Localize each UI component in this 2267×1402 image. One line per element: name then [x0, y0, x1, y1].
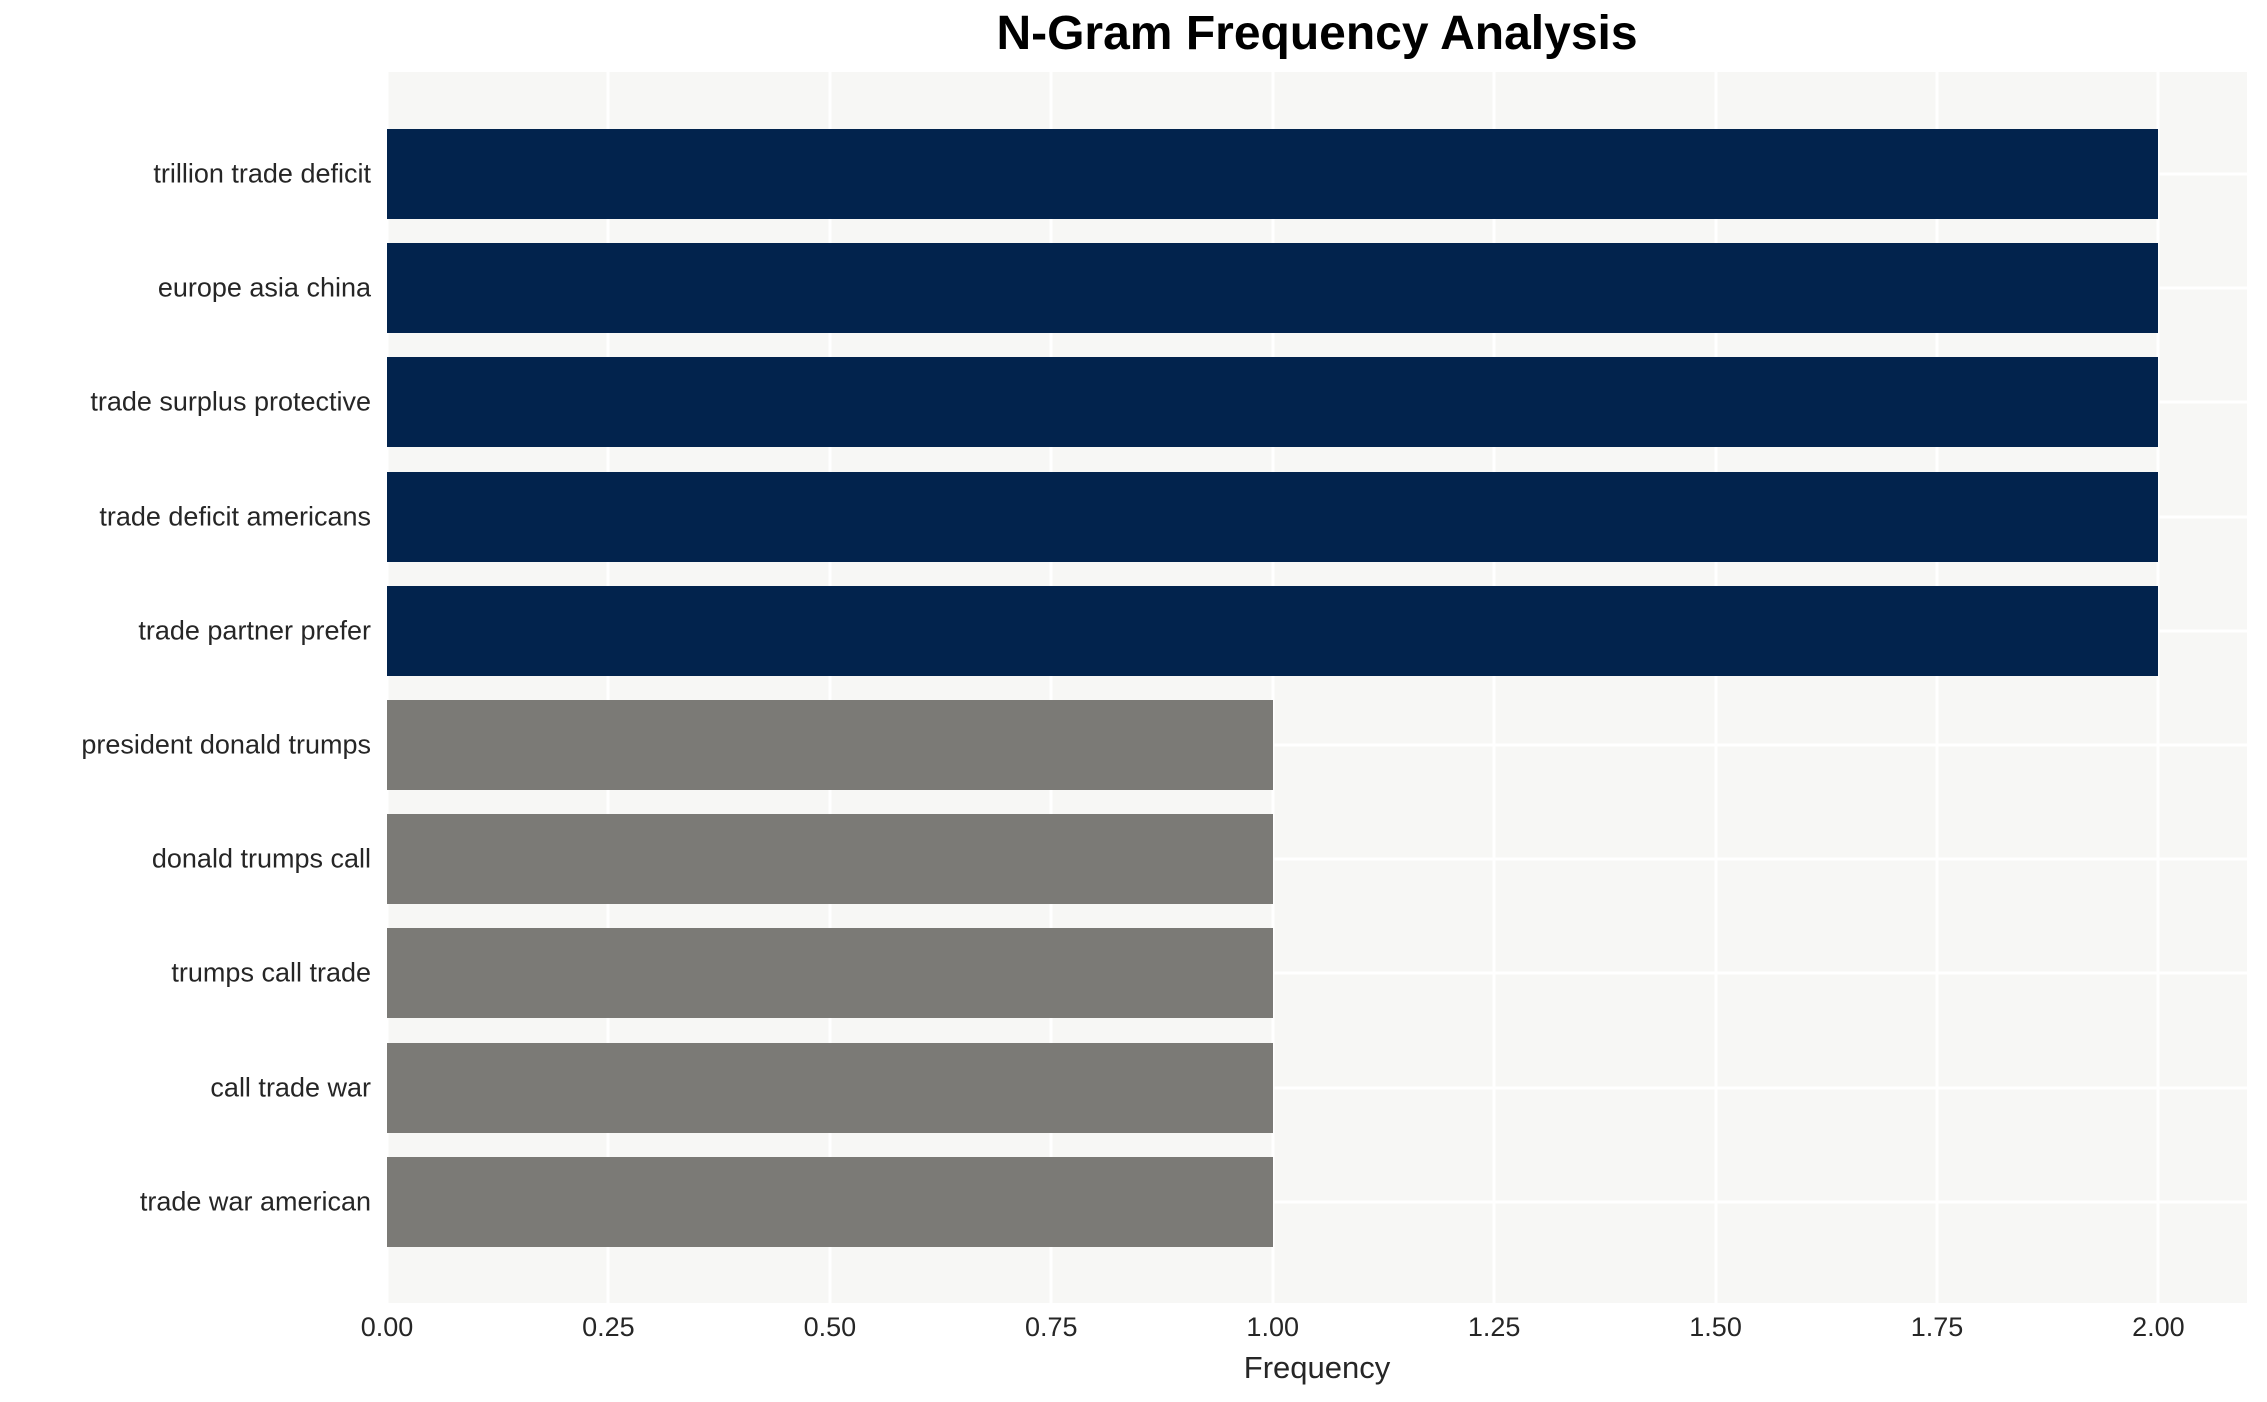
- bar-row: trillion trade deficit: [153, 117, 2247, 231]
- vertical-gridline: [1049, 72, 1053, 1303]
- y-axis-label: trumps call trade: [171, 957, 371, 988]
- frequency-bar: [387, 1042, 1273, 1133]
- frequency-bar: [387, 471, 2159, 562]
- x-axis-tick-label: 0.75: [1025, 1312, 1078, 1342]
- vertical-gridline: [385, 72, 389, 1303]
- horizontal-gridline: [387, 857, 2247, 861]
- y-axis-label: europe asia china: [157, 272, 371, 303]
- bar-rows-container: trillion trade deficit europe asia china t…: [81, 72, 2247, 1303]
- bar-row: trade partner prefer: [138, 574, 2247, 688]
- y-axis-label: trillion trade deficit: [153, 158, 371, 189]
- y-axis-label: trade war american: [139, 1186, 371, 1217]
- frequency-bar: [387, 1156, 1273, 1247]
- y-axis-label: trade partner prefer: [138, 615, 371, 646]
- bar-row: trumps call trade: [171, 916, 2247, 1030]
- vertical-gridline: [1935, 72, 1939, 1303]
- y-axis-label: trade deficit americans: [99, 501, 371, 532]
- bar-row: president donald trumps: [81, 688, 2247, 802]
- x-axis-tick-label: 2.00: [2132, 1312, 2185, 1342]
- bar-row: call trade war: [210, 1031, 2247, 1145]
- vertical-gridline: [828, 72, 832, 1303]
- frequency-bar: [387, 928, 1273, 1019]
- frequency-bar: [387, 357, 2159, 448]
- bar-row: donald trumps call: [152, 802, 2247, 916]
- frequency-bar: [387, 243, 2159, 334]
- bar-row: europe asia china: [158, 231, 2247, 345]
- chart-title: N-Gram Frequency Analysis: [996, 7, 1638, 60]
- x-axis-tick-label: 0.00: [360, 1312, 414, 1342]
- y-axis-label: trade surplus protective: [90, 386, 371, 417]
- plot-area: trillion trade deficit europe asia china t…: [81, 72, 2247, 1303]
- vertical-gridline: [1492, 72, 1496, 1303]
- x-axis-tick-label: 1.50: [1689, 1312, 1742, 1342]
- vertical-gridline: [606, 72, 610, 1303]
- y-axis-label: call trade war: [210, 1072, 371, 1103]
- bar-row: trade surplus protective: [90, 345, 2247, 459]
- bar-row: trade war american: [140, 1145, 2247, 1259]
- vertical-gridline: [1714, 72, 1718, 1303]
- vertical-gridline: [2156, 72, 2160, 1303]
- x-axis-tick-label: 0.25: [582, 1312, 635, 1342]
- x-axis-tick-label: 1.25: [1467, 1312, 1521, 1342]
- vertical-gridline: [1271, 72, 1275, 1303]
- horizontal-gridline: [387, 1200, 2247, 1204]
- x-axis-tick-label: 1.75: [1910, 1312, 1964, 1342]
- y-axis-label: president donald trumps: [81, 729, 371, 760]
- frequency-bar: [387, 129, 2159, 220]
- x-axis-label: Frequency: [1243, 1350, 1391, 1385]
- horizontal-gridline: [387, 1086, 2247, 1090]
- frequency-bar: [387, 814, 1273, 905]
- x-axis-tick-label: 0.50: [803, 1312, 857, 1342]
- bar-row: trade deficit americans: [99, 460, 2247, 574]
- x-axis-tick-label: 1.00: [1246, 1312, 1299, 1342]
- frequency-bar: [387, 585, 2159, 676]
- horizontal-gridline: [387, 971, 2247, 975]
- horizontal-gridline: [387, 743, 2247, 747]
- y-axis-label: donald trumps call: [151, 843, 371, 874]
- frequency-bar: [387, 700, 1273, 791]
